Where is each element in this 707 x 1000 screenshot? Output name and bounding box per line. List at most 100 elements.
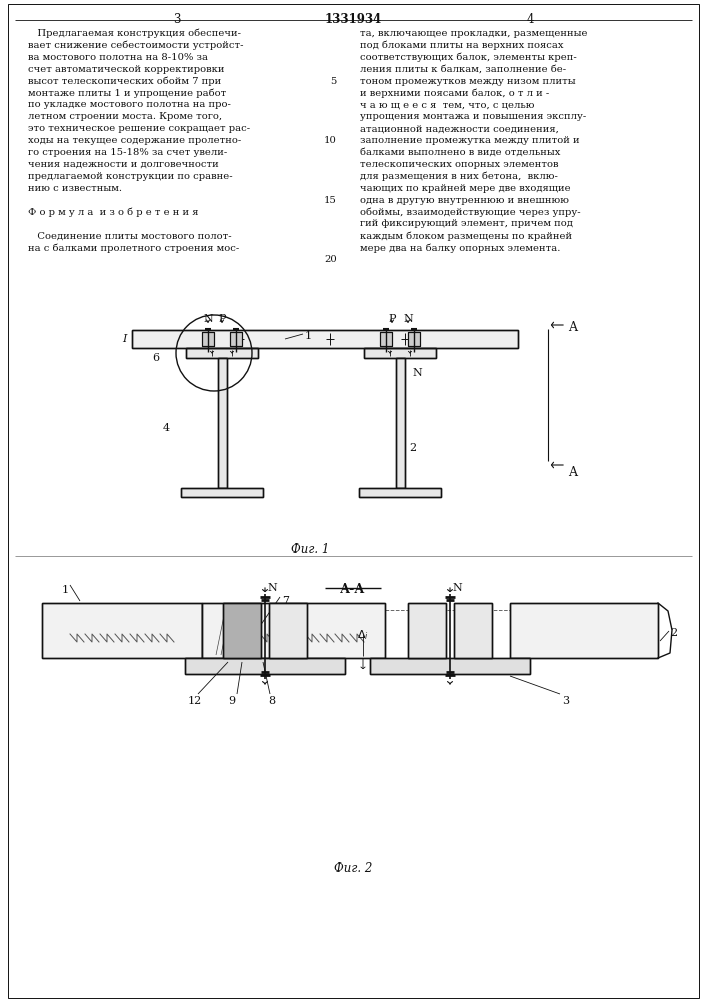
Text: 2: 2 [670,628,677,638]
Text: балками выполнено в виде отдельных: балками выполнено в виде отдельных [360,148,561,157]
Text: 12: 12 [188,696,202,706]
Text: гий фиксирующий элемент, причем под: гий фиксирующий элемент, причем под [360,219,573,228]
Text: чения надежности и долговечности: чения надежности и долговечности [28,160,218,169]
Text: для размещения в них бетона,  вклю-: для размещения в них бетона, вклю- [360,172,558,181]
Bar [510,603,658,658]
Text: 1331934: 1331934 [325,13,382,26]
Text: 8: 8 [268,696,275,706]
Text: 1: 1 [305,331,312,341]
Text: 20: 20 [325,255,337,264]
Text: N: N [452,583,462,593]
Text: ходы на текущее содержание пролетно-: ходы на текущее содержание пролетно- [28,136,241,145]
Text: высот телескопических обойм 7 при: высот телескопических обойм 7 при [28,77,221,86]
Bar [380,332,392,346]
Text: $\Delta_i$: $\Delta_i$ [357,628,369,642]
Bar [396,358,405,488]
Text: Фиг. 1: Фиг. 1 [291,543,329,556]
Bar [454,603,492,658]
Bar [223,603,261,658]
Text: 1: 1 [62,585,69,595]
Text: монтаже плиты 1 и упрощение работ: монтаже плиты 1 и упрощение работ [28,89,226,98]
Bar [218,358,227,488]
Text: ч а ю щ е е с я  тем, что, с целью: ч а ю щ е е с я тем, что, с целью [360,100,534,109]
Bar [380,332,392,346]
Text: 3: 3 [173,13,181,26]
Bar [230,332,242,346]
Text: N: N [403,314,413,324]
Bar [230,332,242,346]
Text: го строения на 15-18% за счет увели-: го строения на 15-18% за счет увели- [28,148,227,157]
Text: N: N [412,368,422,378]
Text: упрощения монтажа и повышения эксплу-: упрощения монтажа и повышения эксплу- [360,112,586,121]
Bar [202,603,385,658]
Text: под блоками плиты на верхних поясах: под блоками плиты на верхних поясах [360,41,563,50]
Bar [408,603,446,658]
Text: 2: 2 [409,443,416,453]
Bar [132,330,518,348]
Text: предлагаемой конструкции по сравне-: предлагаемой конструкции по сравне- [28,172,233,181]
Text: вает снижение себестоимости устройст-: вает снижение себестоимости устройст- [28,41,243,50]
Text: ва мостового полотна на 8-10% за: ва мостового полотна на 8-10% за [28,53,208,62]
Text: заполнение промежутка между плитой и: заполнение промежутка между плитой и [360,136,580,145]
Text: летном строении моста. Кроме того,: летном строении моста. Кроме того, [28,112,222,121]
Text: мере два на балку опорных элемента.: мере два на балку опорных элемента. [360,243,561,253]
Text: по укладке мостового полотна на про-: по укладке мостового полотна на про- [28,100,231,109]
Text: 4: 4 [163,423,170,433]
Bar [186,348,258,358]
Text: тоном промежутков между низом плиты: тоном промежутков между низом плиты [360,77,575,86]
Bar [370,658,530,674]
Bar [202,332,214,346]
Bar [186,348,258,358]
Text: 5: 5 [331,77,337,86]
Text: 9: 9 [228,696,235,706]
Text: Фиг. 2: Фиг. 2 [334,862,372,875]
Bar [132,330,518,348]
Text: 10: 10 [324,136,337,145]
Text: 4: 4 [526,13,534,26]
Text: 6: 6 [153,353,160,363]
Text: 7: 7 [282,596,289,606]
Bar [42,603,202,658]
Text: I: I [122,334,127,344]
Bar [454,603,492,658]
Bar [510,603,658,658]
Text: каждым блоком размещены по крайней: каждым блоком размещены по крайней [360,231,572,241]
Text: 15: 15 [324,196,337,205]
Bar [408,332,420,346]
Text: P: P [388,314,396,324]
Text: A: A [568,466,577,479]
Text: Соединение плиты мостового полот-: Соединение плиты мостового полот- [28,231,232,240]
Text: N: N [267,583,276,593]
Bar [185,658,345,674]
Text: N: N [203,314,213,324]
Text: обоймы, взаимодействующие через упру-: обоймы, взаимодействующие через упру- [360,208,580,217]
Bar [269,603,307,658]
Bar [218,358,227,488]
Bar [181,488,263,497]
Bar [359,488,441,497]
Text: на с балками пролетного строения мос-: на с балками пролетного строения мос- [28,243,239,253]
Bar [370,658,530,674]
Text: счет автоматической корректировки: счет автоматической корректировки [28,65,225,74]
Text: ления плиты к балкам, заполнение бе-: ления плиты к балкам, заполнение бе- [360,65,566,74]
Text: А-А: А-А [340,583,366,596]
Text: и верхними поясами балок, о т л и -: и верхними поясами балок, о т л и - [360,89,549,98]
Text: телескопических опорных элементов: телескопических опорных элементов [360,160,559,169]
Bar [359,488,441,497]
Text: атационной надежности соединения,: атационной надежности соединения, [360,124,559,133]
Text: нию с известным.: нию с известным. [28,184,122,193]
Text: Ф о р м у л а  и з о б р е т е н и я: Ф о р м у л а и з о б р е т е н и я [28,208,199,217]
Bar [202,603,385,658]
Text: соответствующих балок, элементы креп-: соответствующих балок, элементы креп- [360,53,577,62]
Bar [408,332,420,346]
Text: A: A [568,321,577,334]
Bar [396,358,405,488]
Text: чающих по крайней мере две входящие: чающих по крайней мере две входящие [360,184,571,193]
Text: 3: 3 [562,696,569,706]
Text: Предлагаемая конструкция обеспечи-: Предлагаемая конструкция обеспечи- [28,29,241,38]
Bar [364,348,436,358]
Bar [185,658,345,674]
Bar [202,332,214,346]
Bar [42,603,202,658]
Bar [223,603,261,658]
